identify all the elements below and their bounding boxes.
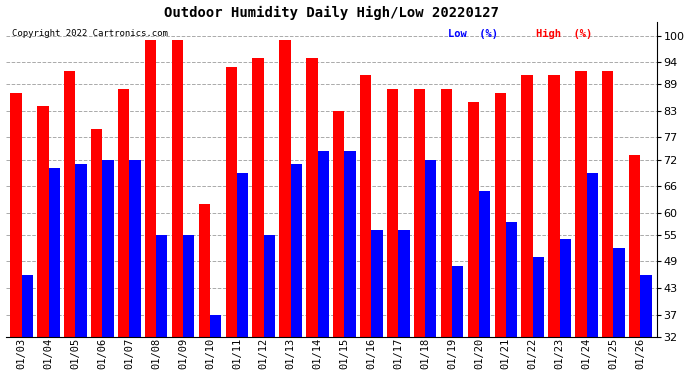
Text: High  (%): High (%) [536, 28, 592, 39]
Bar [10, 93, 21, 337]
Bar [48, 168, 60, 337]
Bar [387, 89, 398, 337]
Bar [575, 71, 586, 337]
Bar [333, 111, 344, 337]
Bar [91, 129, 102, 337]
Bar [414, 89, 425, 337]
Bar [398, 231, 410, 337]
Title: Outdoor Humidity Daily High/Low 20220127: Outdoor Humidity Daily High/Low 20220127 [164, 6, 499, 20]
Bar [495, 93, 506, 337]
Bar [37, 106, 48, 337]
Bar [602, 71, 613, 337]
Bar [172, 40, 183, 337]
Bar [64, 71, 75, 337]
Bar [156, 235, 168, 337]
Bar [237, 173, 248, 337]
Bar [360, 75, 371, 337]
Bar [317, 151, 329, 337]
Bar [279, 40, 290, 337]
Bar [371, 231, 383, 337]
Bar [264, 235, 275, 337]
Bar [560, 239, 571, 337]
Bar [226, 67, 237, 337]
Bar [306, 58, 317, 337]
Bar [586, 173, 598, 337]
Bar [640, 275, 651, 337]
Bar [468, 102, 479, 337]
Bar [75, 164, 87, 337]
Bar [21, 275, 33, 337]
Bar [522, 75, 533, 337]
Bar [344, 151, 356, 337]
Bar [533, 257, 544, 337]
Bar [199, 204, 210, 337]
Bar [183, 235, 195, 337]
Bar [506, 222, 518, 337]
Bar [102, 160, 114, 337]
Text: Low  (%): Low (%) [448, 28, 498, 39]
Bar [118, 89, 129, 337]
Bar [452, 266, 464, 337]
Bar [290, 164, 302, 337]
Bar [425, 160, 437, 337]
Bar [629, 155, 640, 337]
Bar [210, 315, 221, 337]
Bar [613, 248, 624, 337]
Text: Copyright 2022 Cartronics.com: Copyright 2022 Cartronics.com [12, 28, 168, 38]
Bar [549, 75, 560, 337]
Bar [479, 190, 491, 337]
Bar [253, 58, 264, 337]
Bar [441, 89, 452, 337]
Bar [129, 160, 141, 337]
Bar [145, 40, 156, 337]
